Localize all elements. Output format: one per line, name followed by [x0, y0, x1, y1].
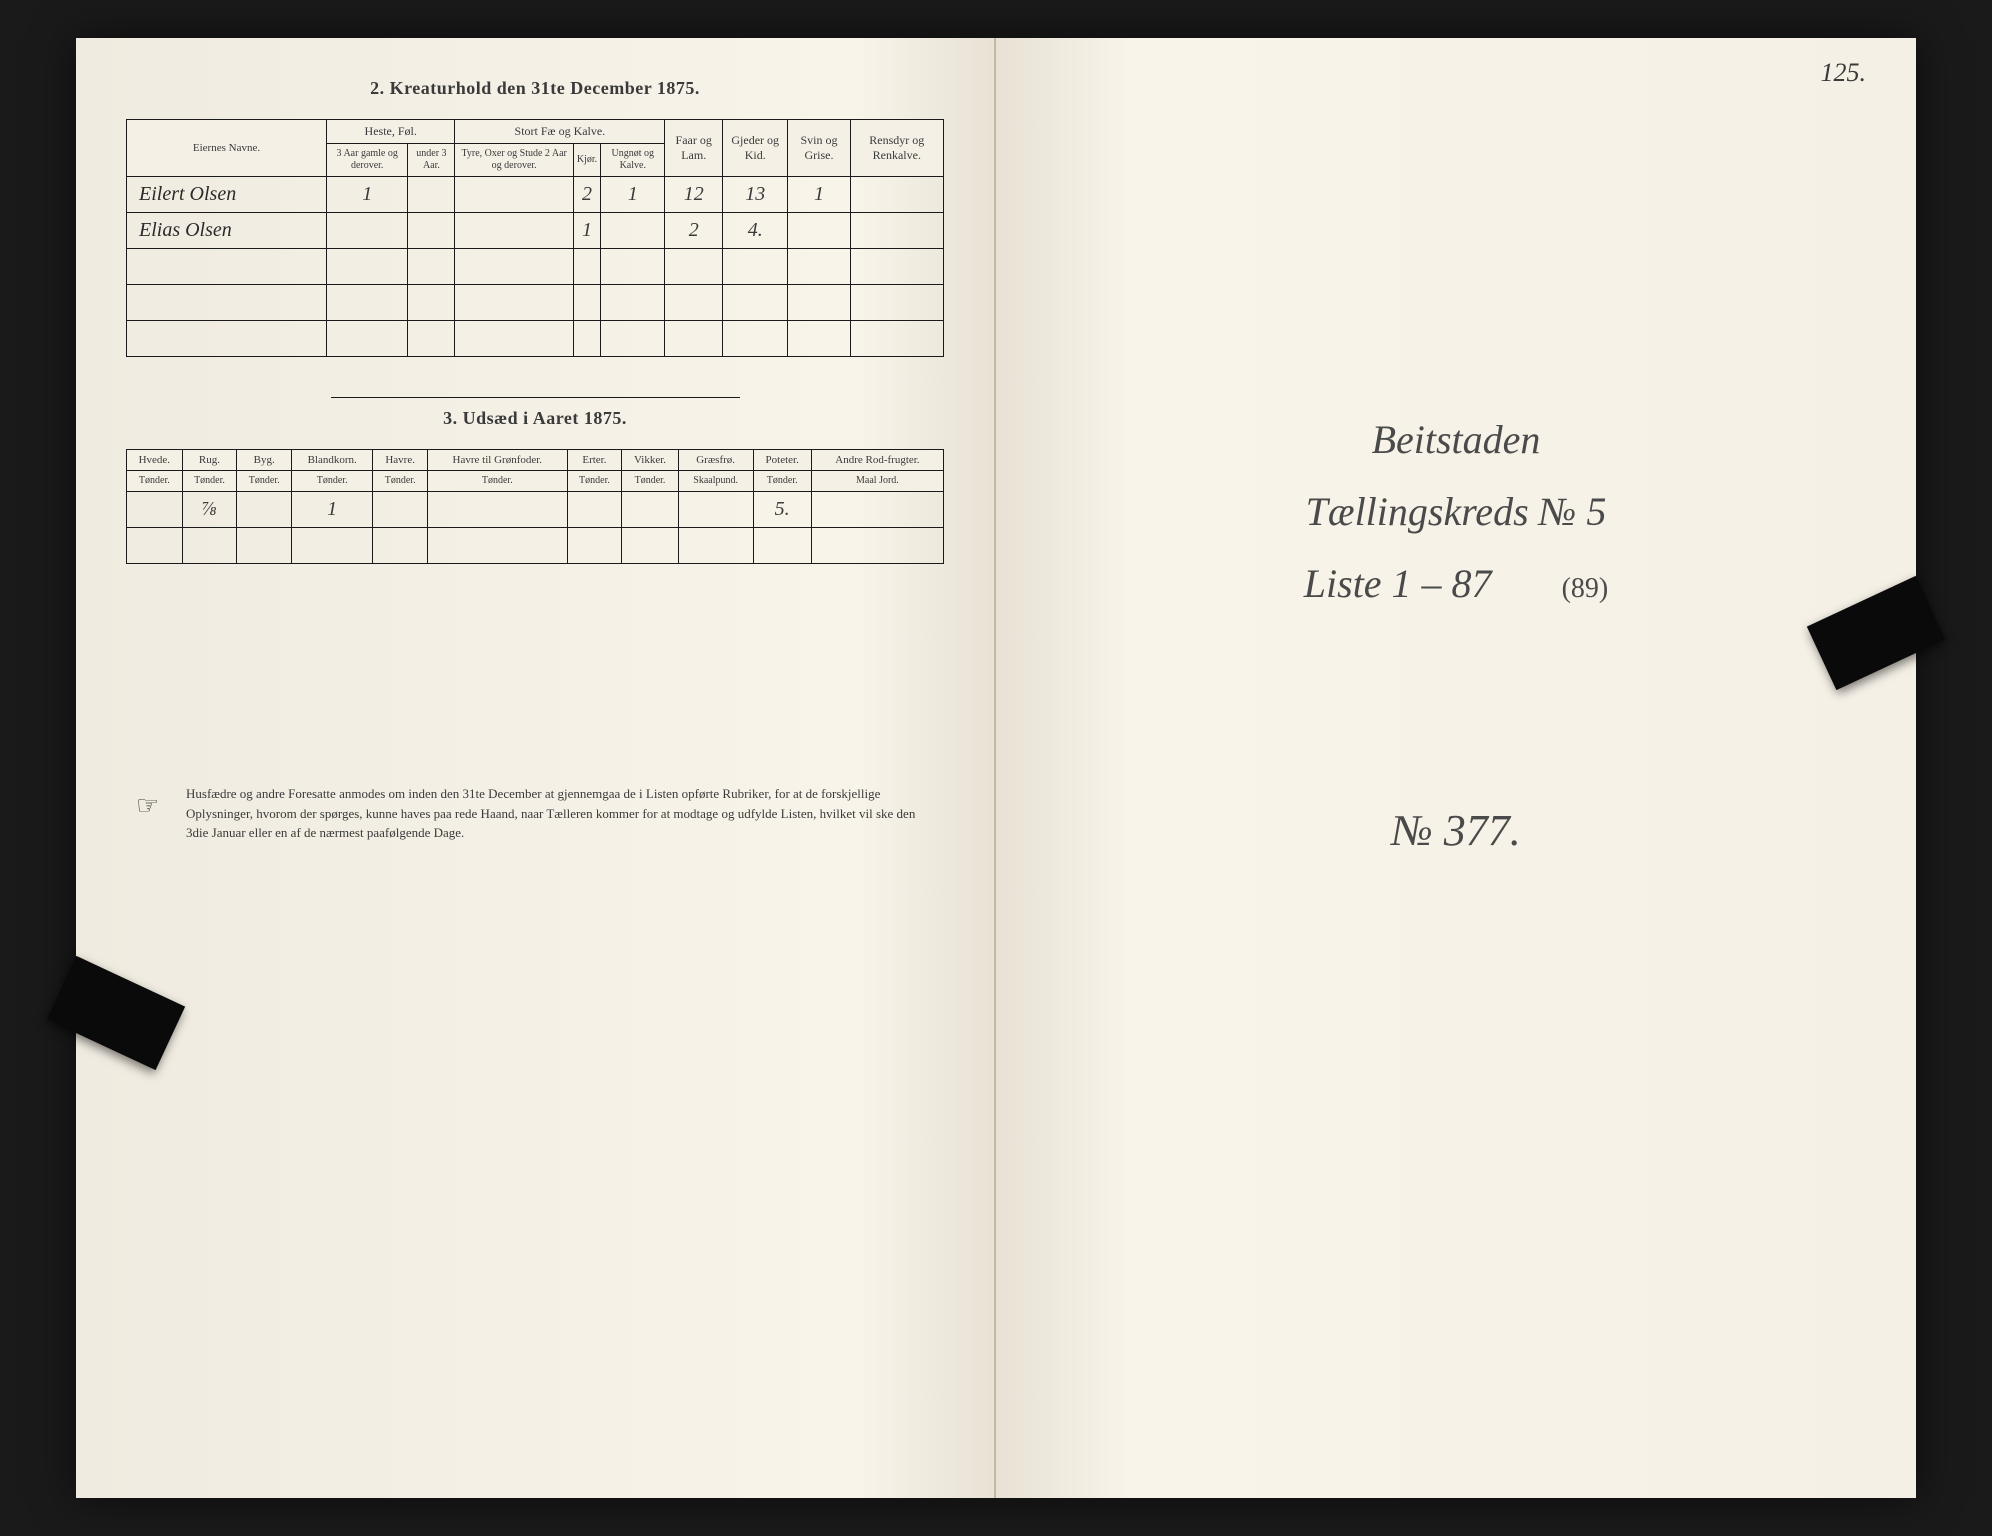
cell: 2 [573, 177, 600, 213]
col-rensdyr: Rensdyr og Renkalve. [850, 120, 943, 177]
cell [678, 492, 753, 528]
unit: Maal Jord. [811, 471, 943, 492]
cell [327, 213, 408, 249]
cell [127, 492, 183, 528]
right-page: 125. Beitstaden Tællingskreds № 5 Liste … [996, 38, 1916, 1498]
page-number: 125. [1821, 58, 1867, 88]
table-row: Elias Olsen 1 2 4. [127, 213, 944, 249]
region-name: Beitstaden [1046, 408, 1866, 472]
col-faar: Faar og Lam. [665, 120, 723, 177]
cell: 1 [292, 492, 373, 528]
col: Vikker. [622, 450, 678, 471]
cell: ⅞ [182, 492, 237, 528]
cell [428, 492, 568, 528]
col-group-stort: Stort Fæ og Kalve. [455, 120, 665, 144]
cell: 5. [753, 492, 811, 528]
cell: 4. [723, 213, 788, 249]
cell [408, 213, 455, 249]
col: Erter. [567, 450, 622, 471]
sub-stort1: Tyre, Oxer og Stude 2 Aar og derover. [455, 144, 573, 177]
list-range: Liste 1 – 87 (89) [1046, 552, 1866, 616]
table-row [127, 528, 944, 564]
section-3-title: 3. Udsæd i Aaret 1875. [126, 408, 944, 429]
col: Poteter. [753, 450, 811, 471]
col: Havre til Grønfoder. [428, 450, 568, 471]
unit: Tønder. [182, 471, 237, 492]
table-row [127, 321, 944, 357]
cell [850, 177, 943, 213]
table-row: ⅞ 1 5. [127, 492, 944, 528]
record-number: № 377. [1046, 796, 1866, 866]
col-gjeder: Gjeder og Kid. [723, 120, 788, 177]
seed-table: Hvede. Rug. Byg. Blandkorn. Havre. Havre… [126, 449, 944, 564]
col: Rug. [182, 450, 237, 471]
unit: Tønder. [428, 471, 568, 492]
paren-count: (89) [1562, 573, 1609, 604]
unit: Tønder. [567, 471, 622, 492]
unit: Tønder. [753, 471, 811, 492]
cell [850, 213, 943, 249]
cell [601, 213, 665, 249]
cell: 1 [573, 213, 600, 249]
livestock-table: Eiernes Navne. Heste, Føl. Stort Fæ og K… [126, 119, 944, 357]
section-2-title: 2. Kreaturhold den 31te December 1875. [126, 78, 944, 99]
cell: 1 [601, 177, 665, 213]
col-svin: Svin og Grise. [788, 120, 850, 177]
col-owners: Eiernes Navne. [127, 120, 327, 177]
sub-heste2: under 3 Aar. [408, 144, 455, 177]
unit: Tønder. [237, 471, 292, 492]
unit: Tønder. [622, 471, 678, 492]
cell [622, 492, 678, 528]
col: Hvede. [127, 450, 183, 471]
cell [455, 177, 573, 213]
col: Byg. [237, 450, 292, 471]
livestock-rows: Eilert Olsen 1 2 1 12 13 1 Elias Olsen [127, 177, 944, 357]
sub-stort3: Ungnøt og Kalve. [601, 144, 665, 177]
divider [331, 397, 740, 398]
cell [373, 492, 428, 528]
col-group-heste: Heste, Føl. [327, 120, 455, 144]
sub-stort2: Kjør. [573, 144, 600, 177]
table-row [127, 249, 944, 285]
cell [408, 177, 455, 213]
unit: Tønder. [127, 471, 183, 492]
cell: 2 [665, 213, 723, 249]
pointing-hand-icon: ☞ [136, 786, 159, 825]
seed-units: Tønder. Tønder. Tønder. Tønder. Tønder. … [127, 471, 944, 492]
cell: 13 [723, 177, 788, 213]
cell [788, 213, 850, 249]
district-line: Tællingskreds № 5 [1046, 480, 1866, 544]
owner-name: Eilert Olsen [127, 177, 327, 213]
cell [455, 213, 573, 249]
col: Havre. [373, 450, 428, 471]
unit: Tønder. [292, 471, 373, 492]
owner-name: Elias Olsen [127, 213, 327, 249]
footer-note: ☞ Husfædre og andre Foresatte anmodes om… [126, 784, 944, 843]
table-row: Eilert Olsen 1 2 1 12 13 1 [127, 177, 944, 213]
book-clip-left [47, 956, 185, 1070]
seed-headers: Hvede. Rug. Byg. Blandkorn. Havre. Havre… [127, 450, 944, 471]
cell [567, 492, 622, 528]
col: Græsfrø. [678, 450, 753, 471]
unit: Tønder. [373, 471, 428, 492]
col: Blandkorn. [292, 450, 373, 471]
left-page: 2. Kreaturhold den 31te December 1875. E… [76, 38, 996, 1498]
cell: 1 [788, 177, 850, 213]
right-page-text: Beitstaden Tællingskreds № 5 Liste 1 – 8… [1046, 408, 1866, 866]
book-spread: 2. Kreaturhold den 31te December 1875. E… [76, 38, 1916, 1498]
col: Andre Rod-frugter. [811, 450, 943, 471]
table-row [127, 285, 944, 321]
cell: 12 [665, 177, 723, 213]
unit: Skaalpund. [678, 471, 753, 492]
cell [811, 492, 943, 528]
cell: 1 [327, 177, 408, 213]
footer-text: Husfædre og andre Foresatte anmodes om i… [186, 786, 915, 840]
sub-heste1: 3 Aar gamle og derover. [327, 144, 408, 177]
cell [237, 492, 292, 528]
